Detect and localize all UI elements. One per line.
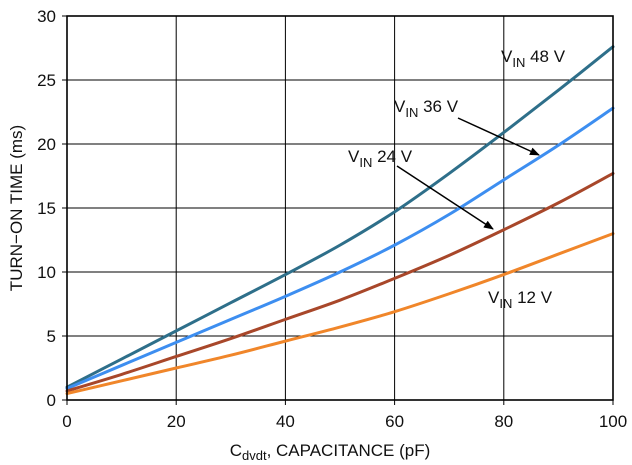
series-label-main-0: V xyxy=(501,47,513,66)
series-label-rest-1: 36 V xyxy=(418,97,458,116)
series-label-sub-3: IN xyxy=(499,296,512,311)
series-label-main-3: V xyxy=(488,288,500,307)
grid xyxy=(67,16,613,400)
series-label-0: VIN 48 V xyxy=(501,47,566,70)
series-label-rest-0: 48 V xyxy=(525,47,565,66)
x-tick-label-40: 40 xyxy=(276,412,295,431)
y-axis-label: TURN−ON TIME (ms) xyxy=(7,125,26,291)
x-axis-label: Cdvdt, CAPACITANCE (pF) xyxy=(230,441,431,463)
series-label-2: VIN 24 V xyxy=(348,147,413,170)
series-line-2 xyxy=(65,171,615,393)
series-label-sub-2: IN xyxy=(359,155,372,170)
x-tick-label-80: 80 xyxy=(494,412,513,431)
series-label-main-1: V xyxy=(394,97,406,116)
series-label-rest-2: 24 V xyxy=(372,147,412,166)
series-line-3 xyxy=(65,232,615,396)
y-tick-label-25: 25 xyxy=(37,71,56,90)
y-tick-label-0: 0 xyxy=(47,391,56,410)
y-tick-label-15: 15 xyxy=(37,199,56,218)
x-tick-label-20: 20 xyxy=(167,412,186,431)
y-tick-label-20: 20 xyxy=(37,135,56,154)
series-label-main-2: V xyxy=(348,147,360,166)
tick-labels: 0 20 40 60 80 100 0 5 10 15 20 25 30 xyxy=(37,7,627,431)
y-tick-label-10: 10 xyxy=(37,263,56,282)
y-tick-label-30: 30 xyxy=(37,7,56,26)
series-lines xyxy=(65,45,615,396)
x-tick-label-60: 60 xyxy=(385,412,404,431)
series-label-3: VIN 12 V xyxy=(488,288,553,311)
series-line-1 xyxy=(65,106,615,390)
x-tick-label-100: 100 xyxy=(599,412,627,431)
x-tick-label-0: 0 xyxy=(62,412,71,431)
annotation-arrow-1 xyxy=(396,165,494,230)
series-label-1: VIN 36 V xyxy=(394,97,459,120)
x-axis-label-rest: , CAPACITANCE (pF) xyxy=(267,441,431,460)
y-tick-label-5: 5 xyxy=(47,327,56,346)
series-label-sub-0: IN xyxy=(512,55,525,70)
x-axis-label-sub: dvdt xyxy=(242,448,267,463)
x-axis-label-main: C xyxy=(230,441,242,460)
series-line-0 xyxy=(65,45,615,389)
series-label-rest-3: 12 V xyxy=(512,288,552,307)
annotation-arrow-0 xyxy=(457,117,540,156)
series-label-sub-1: IN xyxy=(405,105,418,120)
